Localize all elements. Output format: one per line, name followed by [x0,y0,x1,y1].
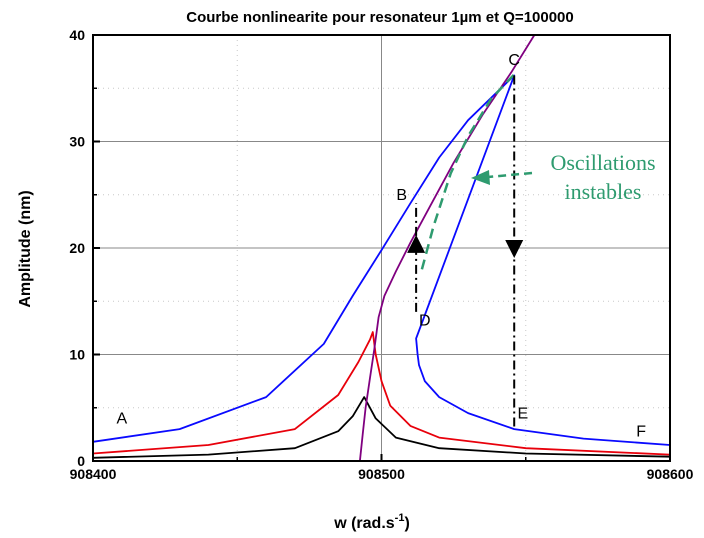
point-label-e: E [518,405,529,422]
point-label-f: F [636,424,646,441]
x-axis-label-tail: ) [404,515,409,532]
unstable-pointer-line [487,171,533,179]
annotation-layer: A B C D E F [117,52,647,441]
unstable-branch-line [420,73,516,270]
y-tick-label: 30 [69,134,85,150]
series-purple-line [359,34,536,462]
point-label-c: C [508,52,520,69]
y-tick-label: 0 [77,453,85,469]
y-tick-label: 20 [69,240,85,256]
chart-title: Courbe nonlinearite pour resonateur 1µm … [186,9,574,26]
point-label-b: B [396,187,407,204]
x-axis-label-main: w (rad.s [333,515,395,532]
grid [93,35,670,461]
x-axis-label-superscript: -1 [395,512,405,524]
y-axis-label: Amplitude (nm) [17,190,34,307]
y-tick-label: 40 [69,27,85,43]
x-tick-label: 908500 [358,466,405,482]
x-tick-label: 908400 [70,466,117,482]
jump-down-arrow [505,240,524,258]
point-label-d: D [419,313,431,330]
tick-layer: 908400 908500 908600 0 10 20 30 40 [69,27,693,482]
annotation-oscillations: Oscillations [550,150,655,175]
series-black-line [92,396,671,459]
x-axis-label: w (rad.s-1) [333,512,410,532]
y-tick-label: 10 [69,347,85,363]
jump-up-arrow [407,234,426,253]
unstable-pointer-arrow [471,170,490,185]
annotation-instables: instables [565,179,642,204]
x-tick-label: 908600 [647,466,694,482]
point-label-a: A [117,411,128,428]
